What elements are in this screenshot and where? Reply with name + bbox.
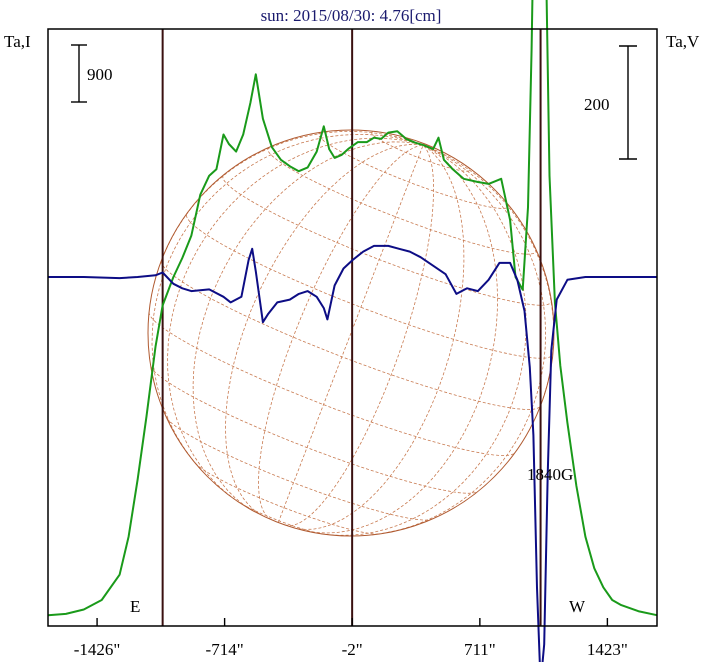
- scale-bar-intensity-label: 900: [87, 65, 113, 84]
- grid-line-12: [151, 133, 424, 470]
- grid-line-19: [298, 144, 465, 530]
- grid-line-7: [222, 175, 552, 306]
- grid-line-3: [150, 366, 478, 494]
- x-tick-label-4: 1423": [587, 640, 628, 659]
- scale-bar-polarization-label: 200: [584, 95, 610, 114]
- series-group: [47, 0, 658, 662]
- right-axis-label: Ta,V: [666, 32, 700, 51]
- grid-line-1: [195, 463, 380, 535]
- grid-line-9: [318, 131, 509, 209]
- scale-bar-intensity: 900: [71, 44, 113, 103]
- vertical-markers: [161, 29, 542, 626]
- scale-bar-polarization: 200: [584, 45, 637, 160]
- grid-line-20: [306, 144, 499, 534]
- grid-line-21: [325, 144, 527, 536]
- grid-line-15: [225, 143, 424, 514]
- x-tick-label-0: -1426": [74, 640, 121, 659]
- sun-disk: [147, 129, 555, 537]
- x-tick-label-2: -2": [342, 640, 363, 659]
- grid-line-13: [167, 137, 424, 500]
- grid-line-6: [186, 214, 553, 359]
- x-tick-label-3: 711": [464, 640, 496, 659]
- east-label: E: [130, 597, 140, 616]
- left-axis-label: Ta,I: [4, 32, 31, 51]
- west-label: W: [569, 597, 586, 616]
- grid-line-4: [148, 312, 516, 457]
- grid-line-16: [258, 144, 424, 521]
- chart-title: sun: 2015/08/30: 4.76[cm]: [261, 6, 442, 25]
- peak-field-label: 1840G: [527, 465, 573, 484]
- series-line-polarization: [48, 244, 657, 662]
- x-axis-ticks: -1426" -714" -2" 711" 1423": [74, 618, 628, 659]
- grid-line-18: [285, 144, 435, 527]
- grid-line-22: [372, 144, 547, 536]
- series-line-intensity: [47, 0, 658, 617]
- grid-line-14: [192, 141, 424, 511]
- grid-line-8: [267, 146, 537, 255]
- grid-line-17: [277, 144, 424, 523]
- x-tick-label-1: -714": [206, 640, 244, 659]
- grid-line-11: [163, 130, 424, 254]
